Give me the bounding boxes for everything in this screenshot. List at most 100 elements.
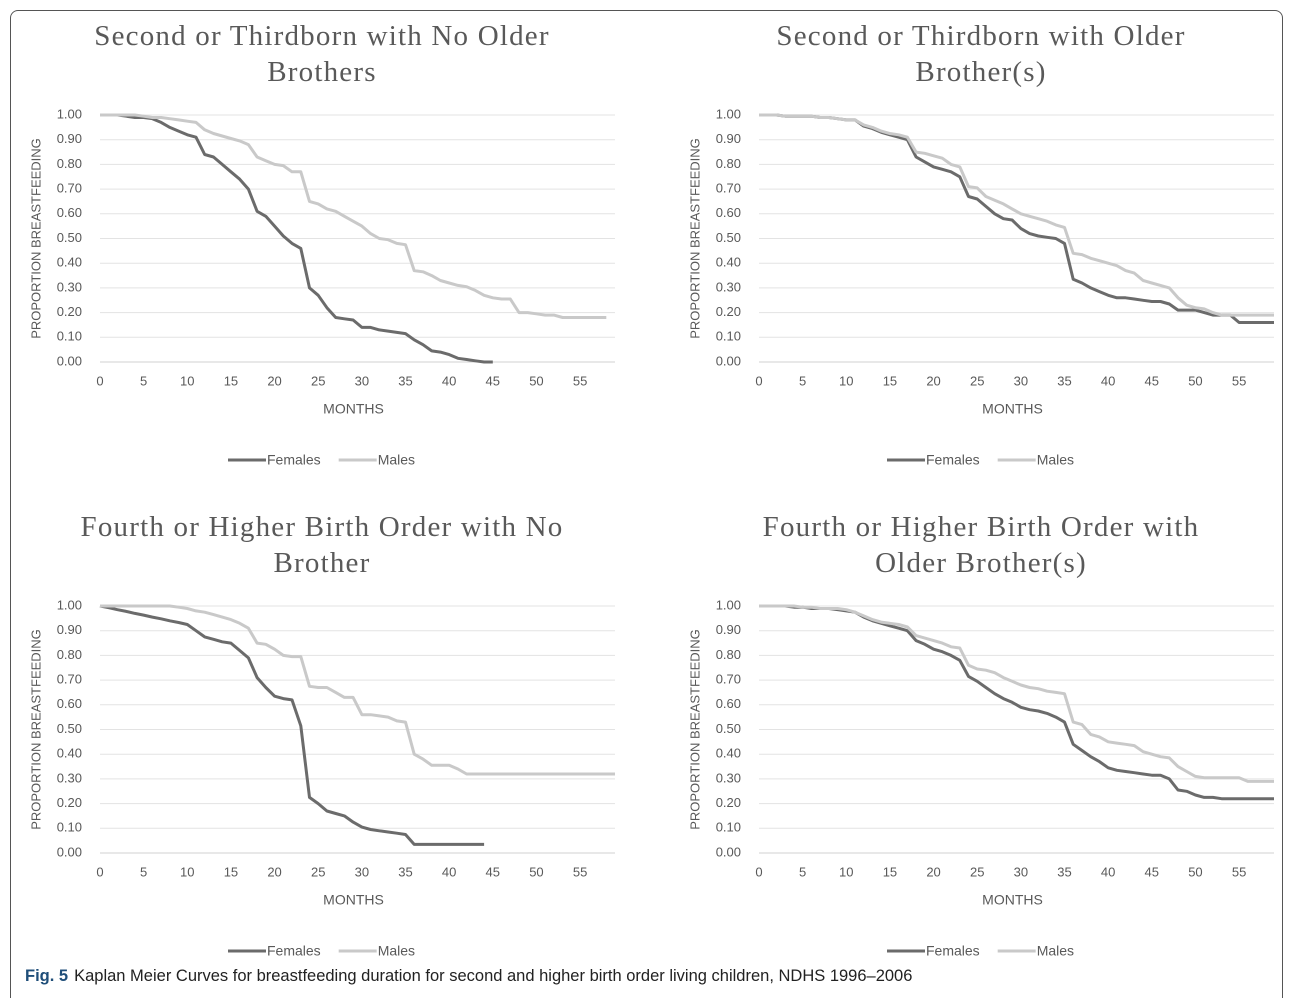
chart: 0.00 0.10 0.20 0.30 0.40 0.50 0.60 0.70 0.80 0.90… bbox=[687, 106, 1274, 468]
x-tick-label: 0 bbox=[96, 373, 103, 388]
x-tick-label: 35 bbox=[1057, 373, 1071, 388]
y-tick-label: 0.20 bbox=[716, 795, 741, 810]
x-tick-label: 30 bbox=[1014, 373, 1028, 388]
y-tick-label: 0.90 bbox=[57, 622, 82, 637]
x-tick-label: 20 bbox=[926, 864, 940, 879]
y-tick-label: 0.60 bbox=[716, 696, 741, 711]
x-tick-label: 50 bbox=[529, 373, 543, 388]
caption-label: Fig. 5 bbox=[25, 967, 69, 985]
series-line bbox=[759, 113, 1274, 324]
x-tick-label: 45 bbox=[486, 373, 500, 388]
y-tick-label: 0.20 bbox=[716, 304, 741, 319]
x-tick-label: 10 bbox=[180, 373, 194, 388]
chart-title: Fourth or Higher Birth Order with No Bro… bbox=[80, 511, 564, 579]
series-line bbox=[759, 604, 1274, 801]
x-tick-label: 25 bbox=[970, 864, 984, 879]
x-tick-label: 45 bbox=[1145, 373, 1159, 388]
x-tick-label: 35 bbox=[398, 864, 412, 879]
y-tick-label: 0.50 bbox=[57, 230, 82, 245]
x-tick-label: 25 bbox=[311, 864, 325, 879]
x-tick-label: 15 bbox=[883, 373, 897, 388]
series-line bbox=[100, 604, 615, 776]
y-tick-label: 0.10 bbox=[716, 329, 741, 344]
x-tick-label: 20 bbox=[267, 373, 281, 388]
y-tick-label: 0.20 bbox=[57, 795, 82, 810]
y-tick-label: 0.70 bbox=[57, 672, 82, 687]
x-tick-label: 5 bbox=[140, 864, 147, 879]
y-tick-label: 0.30 bbox=[716, 770, 741, 785]
legend-label: Females bbox=[926, 452, 980, 468]
y-tick-label: 0.30 bbox=[57, 279, 82, 294]
y-tick-label: 0.60 bbox=[57, 696, 82, 711]
y-tick-label: 1.00 bbox=[716, 106, 741, 121]
chart-title: Fourth or Higher Birth Order with Older … bbox=[762, 511, 1200, 579]
legend-label: Males bbox=[378, 943, 415, 959]
caption-text: Kaplan Meier Curves for breastfeeding du… bbox=[74, 967, 913, 985]
y-tick-label: 0.10 bbox=[57, 820, 82, 835]
y-tick-label: 0.20 bbox=[57, 304, 82, 319]
x-tick-label: 45 bbox=[1145, 864, 1159, 879]
x-tick-label: 10 bbox=[839, 373, 853, 388]
x-tick-label: 25 bbox=[970, 373, 984, 388]
chart: 0.00 0.10 0.20 0.30 0.40 0.50 0.60 0.70 0.80 0.90… bbox=[28, 597, 615, 959]
x-tick-label: 30 bbox=[355, 864, 369, 879]
x-tick-label: 0 bbox=[755, 373, 762, 388]
legend-label: Males bbox=[1037, 452, 1074, 468]
y-tick-label: 0.10 bbox=[716, 820, 741, 835]
y-tick-label: 0.50 bbox=[716, 721, 741, 736]
x-tick-label: 5 bbox=[799, 864, 806, 879]
x-tick-label: 15 bbox=[224, 373, 238, 388]
x-tick-label: 50 bbox=[1188, 864, 1202, 879]
x-tick-label: 0 bbox=[96, 864, 103, 879]
series-line bbox=[99, 604, 485, 846]
chart-panel: Second or Thirdborn with No Older Brothe… bbox=[0, 0, 640, 490]
legend-label: Females bbox=[267, 943, 321, 959]
y-tick-label: 0.40 bbox=[716, 255, 741, 270]
y-tick-label: 0.70 bbox=[716, 181, 741, 196]
legend-label: Males bbox=[1037, 943, 1074, 959]
x-axis-label: MONTHS bbox=[323, 892, 384, 908]
x-tick-label: 5 bbox=[140, 373, 147, 388]
x-tick-label: 30 bbox=[355, 373, 369, 388]
y-tick-label: 0.70 bbox=[57, 181, 82, 196]
y-tick-label: 0.80 bbox=[716, 156, 741, 171]
chart-panel: Fourth or Higher Birth Order with No Bro… bbox=[0, 491, 640, 981]
y-tick-label: 0.40 bbox=[57, 746, 82, 761]
y-tick-label: 0.70 bbox=[716, 672, 741, 687]
y-tick-label: 0.80 bbox=[57, 647, 82, 662]
legend-label: Males bbox=[378, 452, 415, 468]
y-tick-label: 0.00 bbox=[57, 353, 82, 368]
y-tick-label: 1.00 bbox=[57, 106, 82, 121]
chart-title: Second or Thirdborn with Older Brother(s… bbox=[776, 20, 1186, 88]
x-tick-label: 10 bbox=[839, 864, 853, 879]
x-tick-label: 20 bbox=[267, 864, 281, 879]
x-tick-label: 5 bbox=[799, 373, 806, 388]
y-tick-label: 1.00 bbox=[716, 597, 741, 612]
x-axis-label: MONTHS bbox=[982, 892, 1043, 908]
y-tick-label: 0.40 bbox=[57, 255, 82, 270]
x-tick-label: 0 bbox=[755, 864, 762, 879]
x-tick-label: 45 bbox=[486, 864, 500, 879]
x-tick-label: 15 bbox=[883, 864, 897, 879]
y-tick-label: 0.80 bbox=[716, 647, 741, 662]
legend-label: Females bbox=[267, 452, 321, 468]
y-tick-label: 0.10 bbox=[57, 329, 82, 344]
x-tick-label: 40 bbox=[1101, 373, 1115, 388]
y-axis-label: PROPORTION BREASTFEEDING bbox=[687, 138, 702, 339]
y-tick-label: 0.30 bbox=[57, 770, 82, 785]
y-tick-label: 0.80 bbox=[57, 156, 82, 171]
x-tick-label: 20 bbox=[926, 373, 940, 388]
x-tick-label: 25 bbox=[311, 373, 325, 388]
chart-title: Second or Thirdborn with No Older Brothe… bbox=[94, 20, 550, 88]
x-tick-label: 40 bbox=[442, 864, 456, 879]
x-tick-label: 10 bbox=[180, 864, 194, 879]
x-tick-label: 50 bbox=[529, 864, 543, 879]
legend-label: Females bbox=[926, 943, 980, 959]
x-tick-label: 55 bbox=[573, 373, 587, 388]
chart: 0.00 0.10 0.20 0.30 0.40 0.50 0.60 0.70 0.80 0.90… bbox=[28, 106, 615, 468]
x-axis-label: MONTHS bbox=[323, 401, 384, 417]
x-axis-label: MONTHS bbox=[982, 401, 1043, 417]
y-axis-label: PROPORTION BREASTFEEDING bbox=[28, 138, 43, 339]
y-tick-label: 0.00 bbox=[716, 353, 741, 368]
x-tick-label: 55 bbox=[1232, 864, 1246, 879]
